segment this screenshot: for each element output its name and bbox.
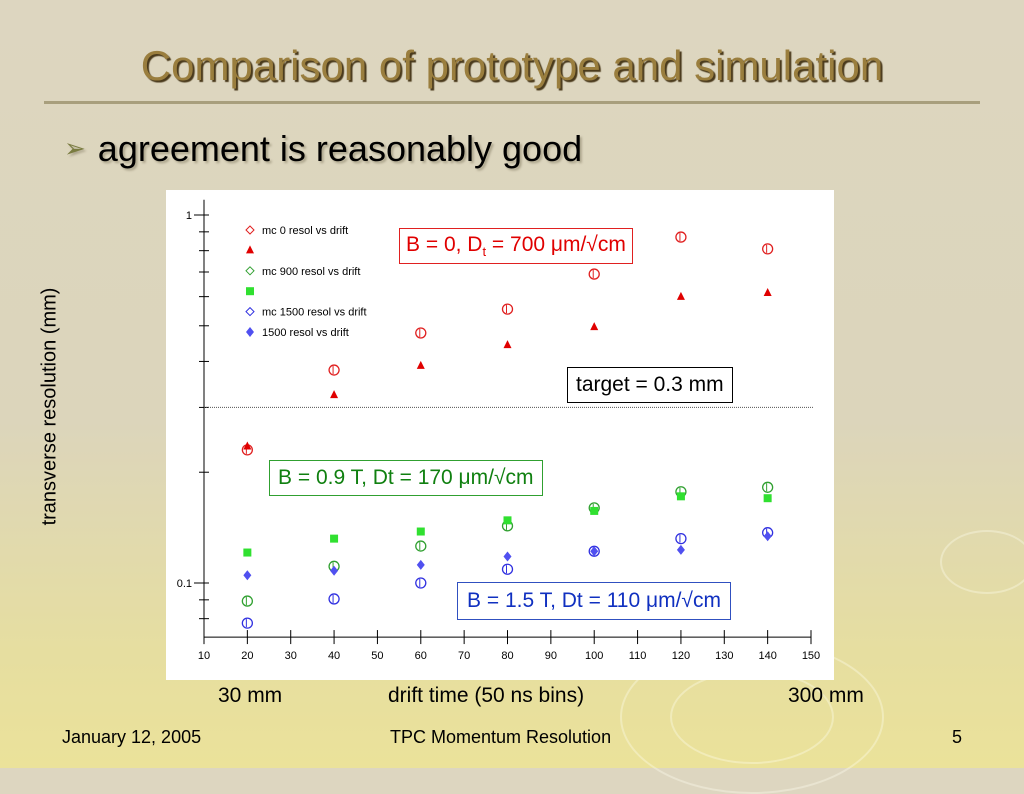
- data-point-series0: [588, 268, 600, 280]
- data-point-series5: [416, 559, 425, 570]
- annotation-b15: B = 1.5 T, Dt = 110 μm/√cm: [457, 582, 731, 620]
- x-tick-label: 50: [371, 650, 383, 662]
- data-point-series3: [243, 548, 252, 557]
- data-point-series1: [503, 340, 512, 349]
- slide-title: Comparison of prototype and simulation: [140, 42, 884, 89]
- legend-marker: [245, 225, 255, 235]
- data-point-series1: [330, 390, 339, 399]
- data-point-series3: [416, 527, 425, 536]
- legend-marker: [246, 287, 254, 296]
- x-label-right: 300 mm: [788, 684, 864, 707]
- y-tick-label: 0.1: [177, 578, 192, 590]
- data-point-series0: [328, 364, 340, 376]
- data-point-series4: [328, 593, 340, 605]
- x-tick-label: 60: [415, 650, 427, 662]
- annotation-target: target = 0.3 mm: [567, 367, 733, 403]
- arrow-bullet-icon: ➢: [64, 133, 86, 163]
- legend-marker: [246, 245, 254, 254]
- legend-marker: [246, 327, 254, 337]
- annotation-b0: B = 0, Dt = 700 μm/√cm: [399, 228, 633, 265]
- data-point-series0: [761, 243, 774, 255]
- data-point-series1: [763, 287, 772, 296]
- data-point-series2: [761, 481, 774, 493]
- x-tick-label: 20: [241, 650, 253, 662]
- x-tick-label: 40: [328, 650, 340, 662]
- y-axis-label: transverse resolution (mm): [38, 287, 61, 526]
- x-tick-label: 100: [585, 650, 603, 662]
- legend-marker: [245, 306, 255, 317]
- data-point-series4: [415, 577, 427, 589]
- annotation-text: B = 0, D: [406, 233, 483, 256]
- x-tick-label: 30: [285, 650, 297, 662]
- data-point-series0: [675, 231, 687, 243]
- x-axis-label: drift time (50 ns bins): [388, 684, 585, 707]
- y-tick-label: 1: [186, 210, 192, 222]
- chart-svg: 10 20 30 40 50 60 70 80 90 100 110 120 130 140 150 1 0.1…: [177, 199, 820, 662]
- x-tick-label: 80: [501, 650, 513, 662]
- legend-label: mc 1500 resol vs drift: [262, 307, 367, 319]
- data-point-series1: [416, 360, 425, 369]
- data-point-series1: [590, 322, 599, 331]
- data-point-series5: [763, 531, 772, 542]
- footer-date: January 12, 2005: [62, 727, 202, 747]
- data-point-series2: [415, 540, 427, 552]
- annotation-subscript: t: [482, 244, 487, 260]
- data-point-series5: [590, 546, 599, 557]
- data-point-series0: [501, 303, 514, 315]
- legend-label: mc 900 resol vs drift: [262, 266, 360, 278]
- data-point-series5: [676, 544, 685, 555]
- data-point-series4: [501, 563, 514, 575]
- x-tick-label: 120: [672, 650, 690, 662]
- bullet-text: agreement is reasonably good: [97, 128, 583, 169]
- x-tick-label: 70: [458, 650, 470, 662]
- data-point-series5: [243, 570, 252, 581]
- page-number: 5: [952, 727, 963, 747]
- data-point-series3: [503, 516, 512, 525]
- data-point-series4: [675, 532, 687, 545]
- x-tick-label: 130: [715, 650, 733, 662]
- title-divider: [44, 101, 980, 104]
- x-tick-label: 10: [198, 650, 210, 662]
- data-point-series4: [241, 617, 254, 629]
- x-label-left: 30 mm: [218, 684, 283, 707]
- bullet-item: ➢ agreement is reasonably good: [64, 128, 582, 170]
- annotation-text: = 700 μm/√cm: [486, 233, 626, 256]
- footer-title: TPC Momentum Resolution: [390, 727, 612, 747]
- legend-label: mc 0 resol vs drift: [262, 225, 348, 237]
- x-tick-label: 140: [758, 650, 776, 662]
- x-tick-label: 150: [802, 650, 820, 662]
- data-point-series1: [676, 291, 685, 300]
- data-point-series3: [763, 494, 772, 503]
- data-point-series0: [415, 327, 427, 339]
- data-point-series3: [330, 534, 339, 543]
- x-tick-label: 90: [545, 650, 557, 662]
- data-point-series5: [330, 565, 339, 576]
- legend-marker: [245, 266, 255, 276]
- data-point-series2: [241, 595, 254, 607]
- data-point-series1: [243, 441, 252, 450]
- x-tick-label: 110: [629, 650, 647, 662]
- data-point-series3: [590, 506, 599, 515]
- data-point-series5: [503, 551, 512, 562]
- ripple-decoration: [940, 530, 1024, 594]
- legend-label: 1500 resol vs drift: [262, 327, 349, 339]
- data-point-series3: [676, 492, 685, 501]
- annotation-b09: B = 0.9 T, Dt = 170 μm/√cm: [269, 460, 543, 496]
